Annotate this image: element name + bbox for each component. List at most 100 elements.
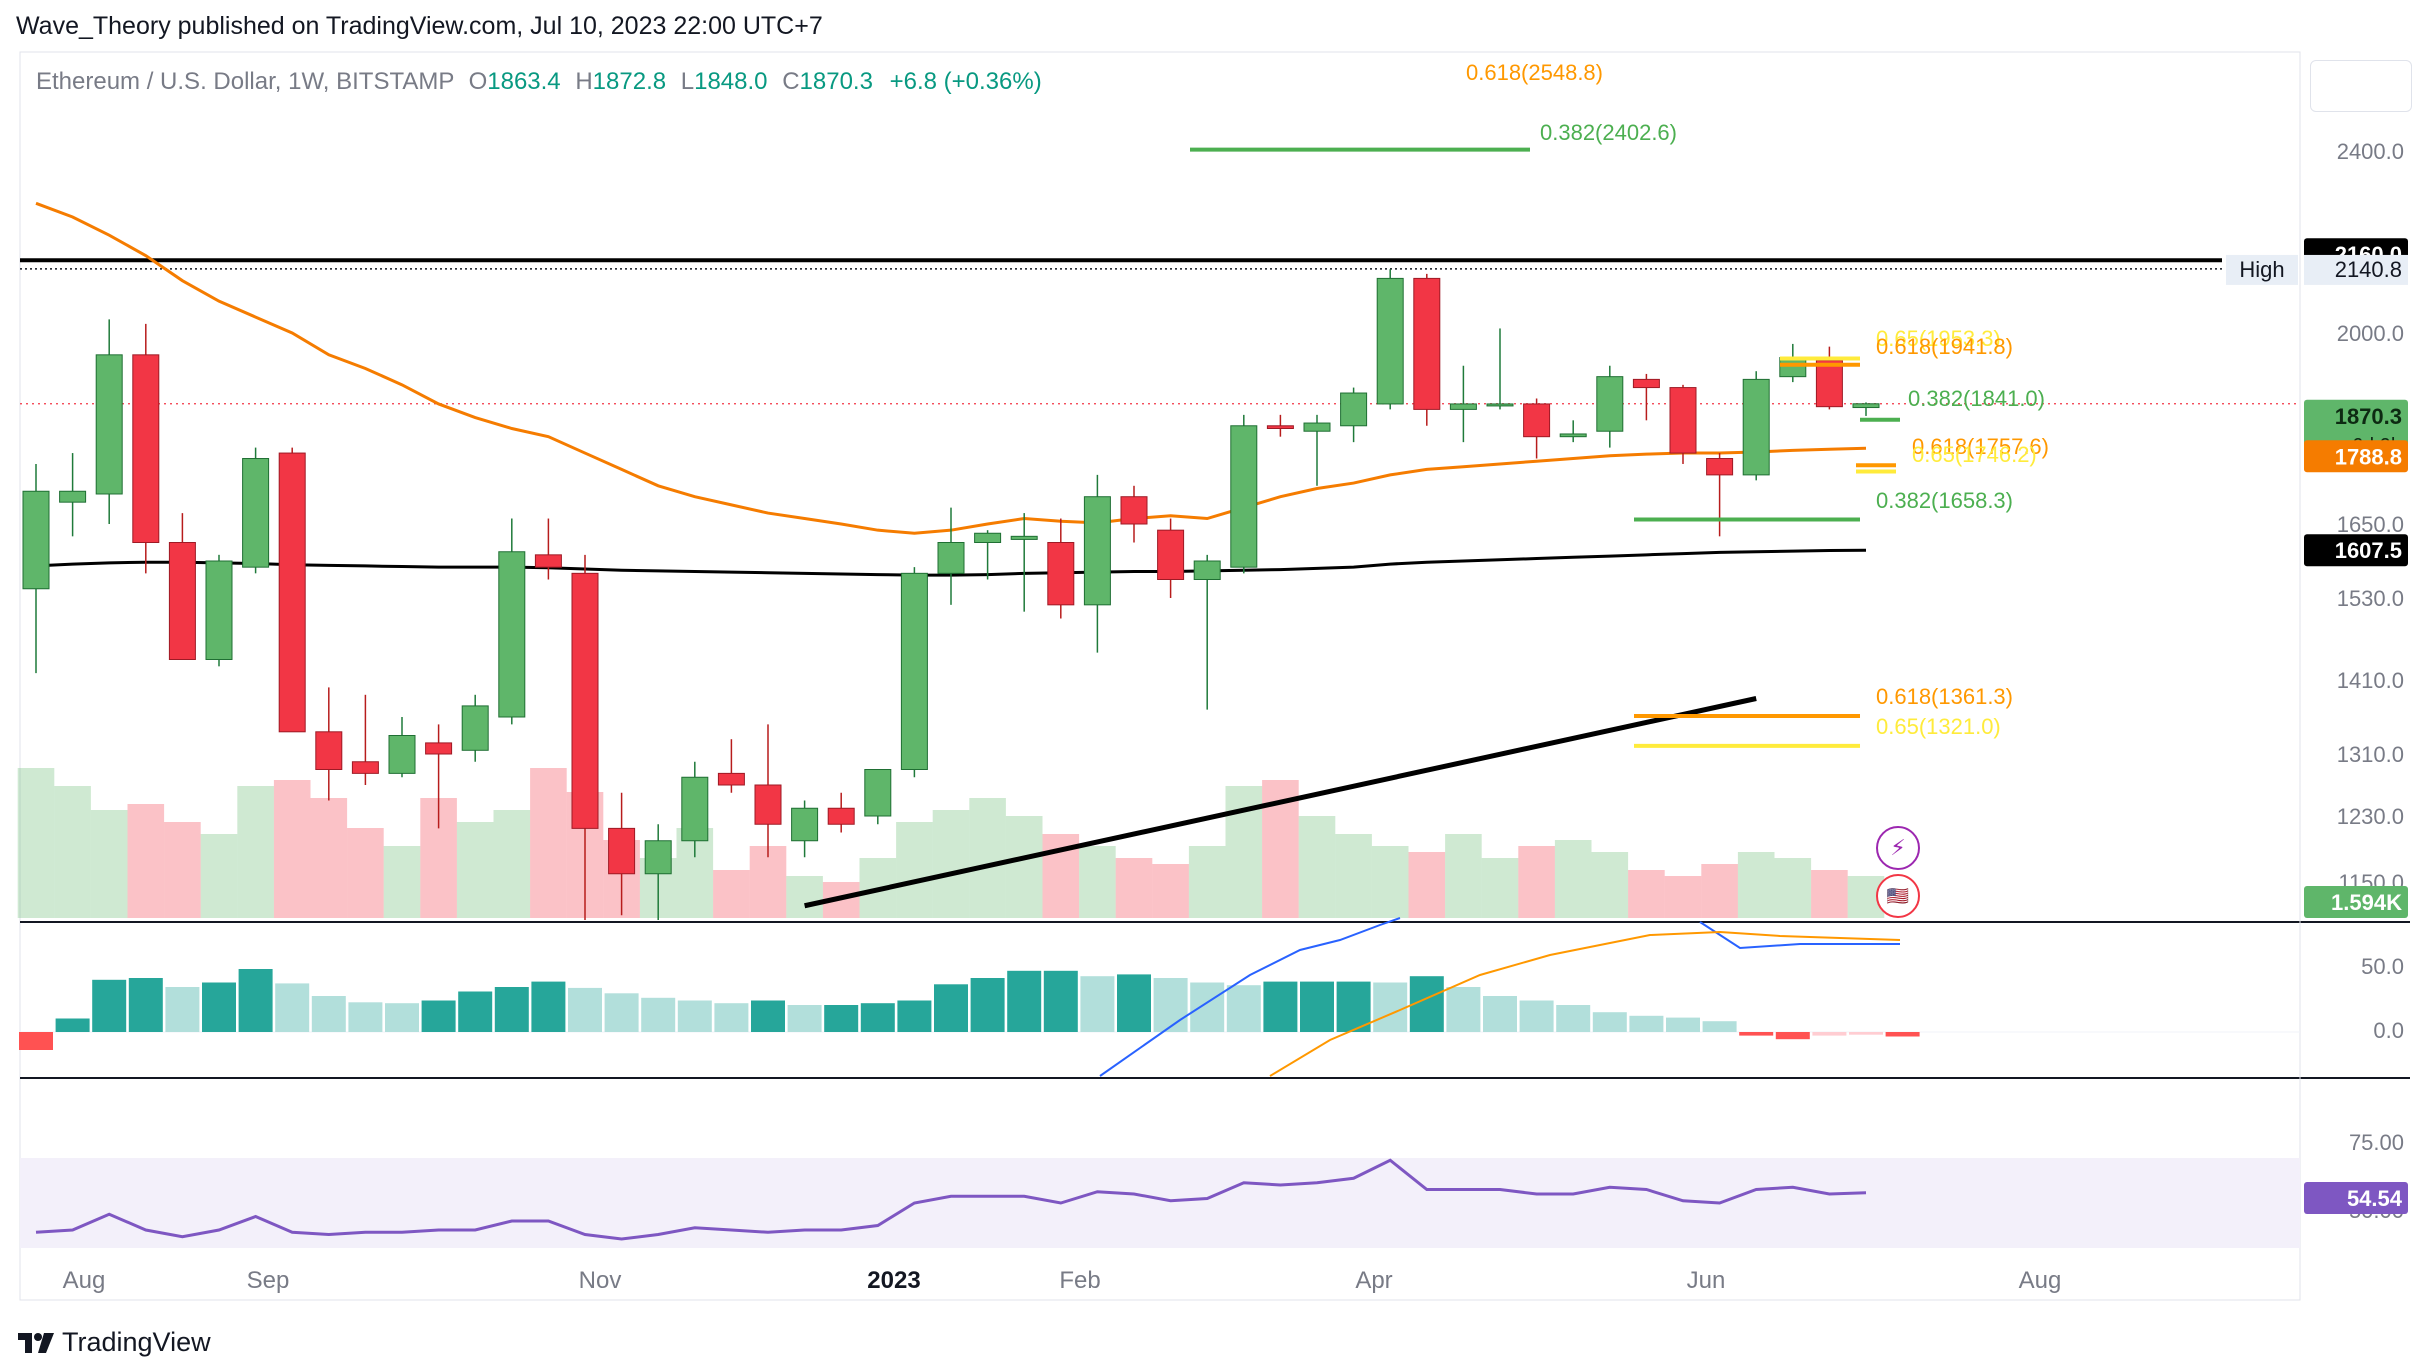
- volume-bar: [310, 798, 348, 918]
- volume-bar: [969, 798, 1006, 918]
- macd-histogram-bar: [1483, 996, 1517, 1032]
- macd-histogram-bar: [568, 987, 602, 1032]
- candle-body: [425, 742, 453, 755]
- macd-histogram-bar: [934, 984, 968, 1032]
- plot-frame: [19, 51, 2301, 1301]
- badge-volume: 1.594K: [2331, 890, 2402, 915]
- volume-bar: [237, 786, 274, 918]
- badge-volume-bg: [2304, 886, 2408, 918]
- time-tick-label: Aug: [2019, 1267, 2062, 1294]
- candle-body: [1413, 277, 1441, 410]
- time-tick-label: 2023: [867, 1267, 920, 1294]
- volume-bar: [383, 846, 421, 918]
- candle-body: [132, 354, 160, 544]
- macd-histogram-bar: [714, 1003, 749, 1032]
- candle-body: [1815, 359, 1843, 408]
- macd-line: [1099, 917, 1401, 1077]
- fib-label: 0.65(1953.3): [1876, 326, 2001, 351]
- macd-histogram-bar: [787, 1005, 822, 1032]
- volume-bar: [1445, 834, 1482, 918]
- volume-bar: [456, 822, 494, 918]
- fib-label: 0.618(1757.6): [1912, 434, 2049, 459]
- rsi-current-value: 54.54: [2347, 1186, 2403, 1211]
- volume-bar: [786, 876, 823, 918]
- macd-histogram-bar: [641, 997, 676, 1032]
- volume-bar: [932, 810, 970, 918]
- macd-histogram-bar: [531, 981, 566, 1032]
- tradingview-logo-icon: [18, 1332, 54, 1353]
- ascending-trendline: [804, 696, 1757, 909]
- candle-body: [22, 490, 50, 590]
- macd-histogram-bar: [677, 1000, 712, 1032]
- badge-ma: 1607.5: [2335, 538, 2402, 563]
- volume-bar: [17, 768, 55, 918]
- volume-bar: [896, 822, 933, 918]
- volume-bar: [1115, 858, 1153, 918]
- time-tick-label: Sep: [247, 1267, 290, 1294]
- candle-body: [608, 827, 636, 875]
- candle-body: [1596, 376, 1624, 432]
- price-tick-label: 1530.0: [2337, 586, 2404, 611]
- lightning-icon[interactable]: ⚡: [1876, 826, 1920, 870]
- candle-body: [754, 784, 782, 825]
- macd-histogram-bar: [128, 978, 163, 1032]
- us-flag-icon[interactable]: 🇺🇸: [1876, 874, 1920, 918]
- volume-bar: [347, 828, 384, 918]
- fib-label: 0.382(2402.6): [1540, 120, 1677, 145]
- macd-histogram-bar: [55, 1018, 90, 1032]
- macd-histogram-bar: [385, 1003, 419, 1032]
- volume-bar: [1079, 846, 1116, 918]
- volume-bar: [1298, 816, 1336, 918]
- macd-histogram-bar: [1226, 985, 1261, 1032]
- macd-histogram-bar: [494, 987, 529, 1032]
- macd-tick-label: 50.0: [2361, 954, 2404, 979]
- macd-histogram-bar: [421, 1000, 456, 1032]
- rsi-tick-label: 75.00: [2349, 1130, 2404, 1155]
- tradingview-logo[interactable]: TradingView: [18, 1327, 211, 1358]
- candle-body: [498, 551, 526, 718]
- macd-histogram-bar: [275, 983, 310, 1032]
- candle-body: [1303, 422, 1331, 432]
- candle-body: [461, 705, 489, 751]
- candle-body: [59, 490, 87, 503]
- volume-bar: [1701, 864, 1738, 918]
- close-label: C: [782, 68, 800, 95]
- rsi-badge-bg: [2304, 1182, 2408, 1214]
- macd-histogram-bar: [202, 982, 236, 1032]
- macd-histogram-bar: [1153, 978, 1188, 1032]
- change-value: +6.8 (+0.36%): [889, 68, 1042, 95]
- time-tick-label: Jun: [1687, 1267, 1726, 1294]
- macd-line-right: [1699, 921, 1900, 950]
- macd-histogram-bar: [92, 979, 127, 1032]
- badge-high-tag-bg: [2226, 254, 2298, 285]
- macd-histogram-bar: [1775, 1032, 1810, 1040]
- fib-label: 0.382(1658.3): [1876, 488, 2013, 513]
- macd-histogram-bar: [604, 993, 639, 1032]
- volume-bar: [493, 810, 531, 918]
- volume-bar: [164, 822, 201, 918]
- badge-high-tag: High: [2239, 257, 2284, 282]
- time-tick-label: Apr: [1355, 1267, 1392, 1294]
- candle-body: [1486, 403, 1514, 407]
- candle-body: [534, 554, 562, 568]
- macd-histogram-bar: [1812, 1032, 1847, 1036]
- symbol-name[interactable]: Ethereum / U.S. Dollar, 1W, BITSTAMP: [36, 68, 454, 95]
- time-tick-label: Aug: [63, 1267, 106, 1294]
- volume-bar: [1188, 846, 1226, 918]
- macd-histogram-bar: [1739, 1032, 1774, 1036]
- macd-histogram-bar: [458, 991, 493, 1032]
- macd-histogram-bar: [1043, 970, 1078, 1032]
- fib-label: 0.618(1361.3): [1876, 684, 2013, 709]
- candle-body: [388, 735, 416, 774]
- badge-ema: 1788.8: [2335, 444, 2402, 469]
- macd-histogram-bar: [1080, 976, 1115, 1032]
- settings-box[interactable]: [2310, 60, 2412, 112]
- candle-body: [242, 458, 270, 568]
- macd-histogram-bar: [1556, 1005, 1591, 1032]
- candle-body: [1340, 392, 1368, 427]
- volume-bar: [1481, 858, 1519, 918]
- volume-bar: [1737, 852, 1775, 918]
- macd-tick-label: 0.0: [2373, 1018, 2404, 1043]
- fib-label: 0.65(1746.2): [1912, 442, 2037, 467]
